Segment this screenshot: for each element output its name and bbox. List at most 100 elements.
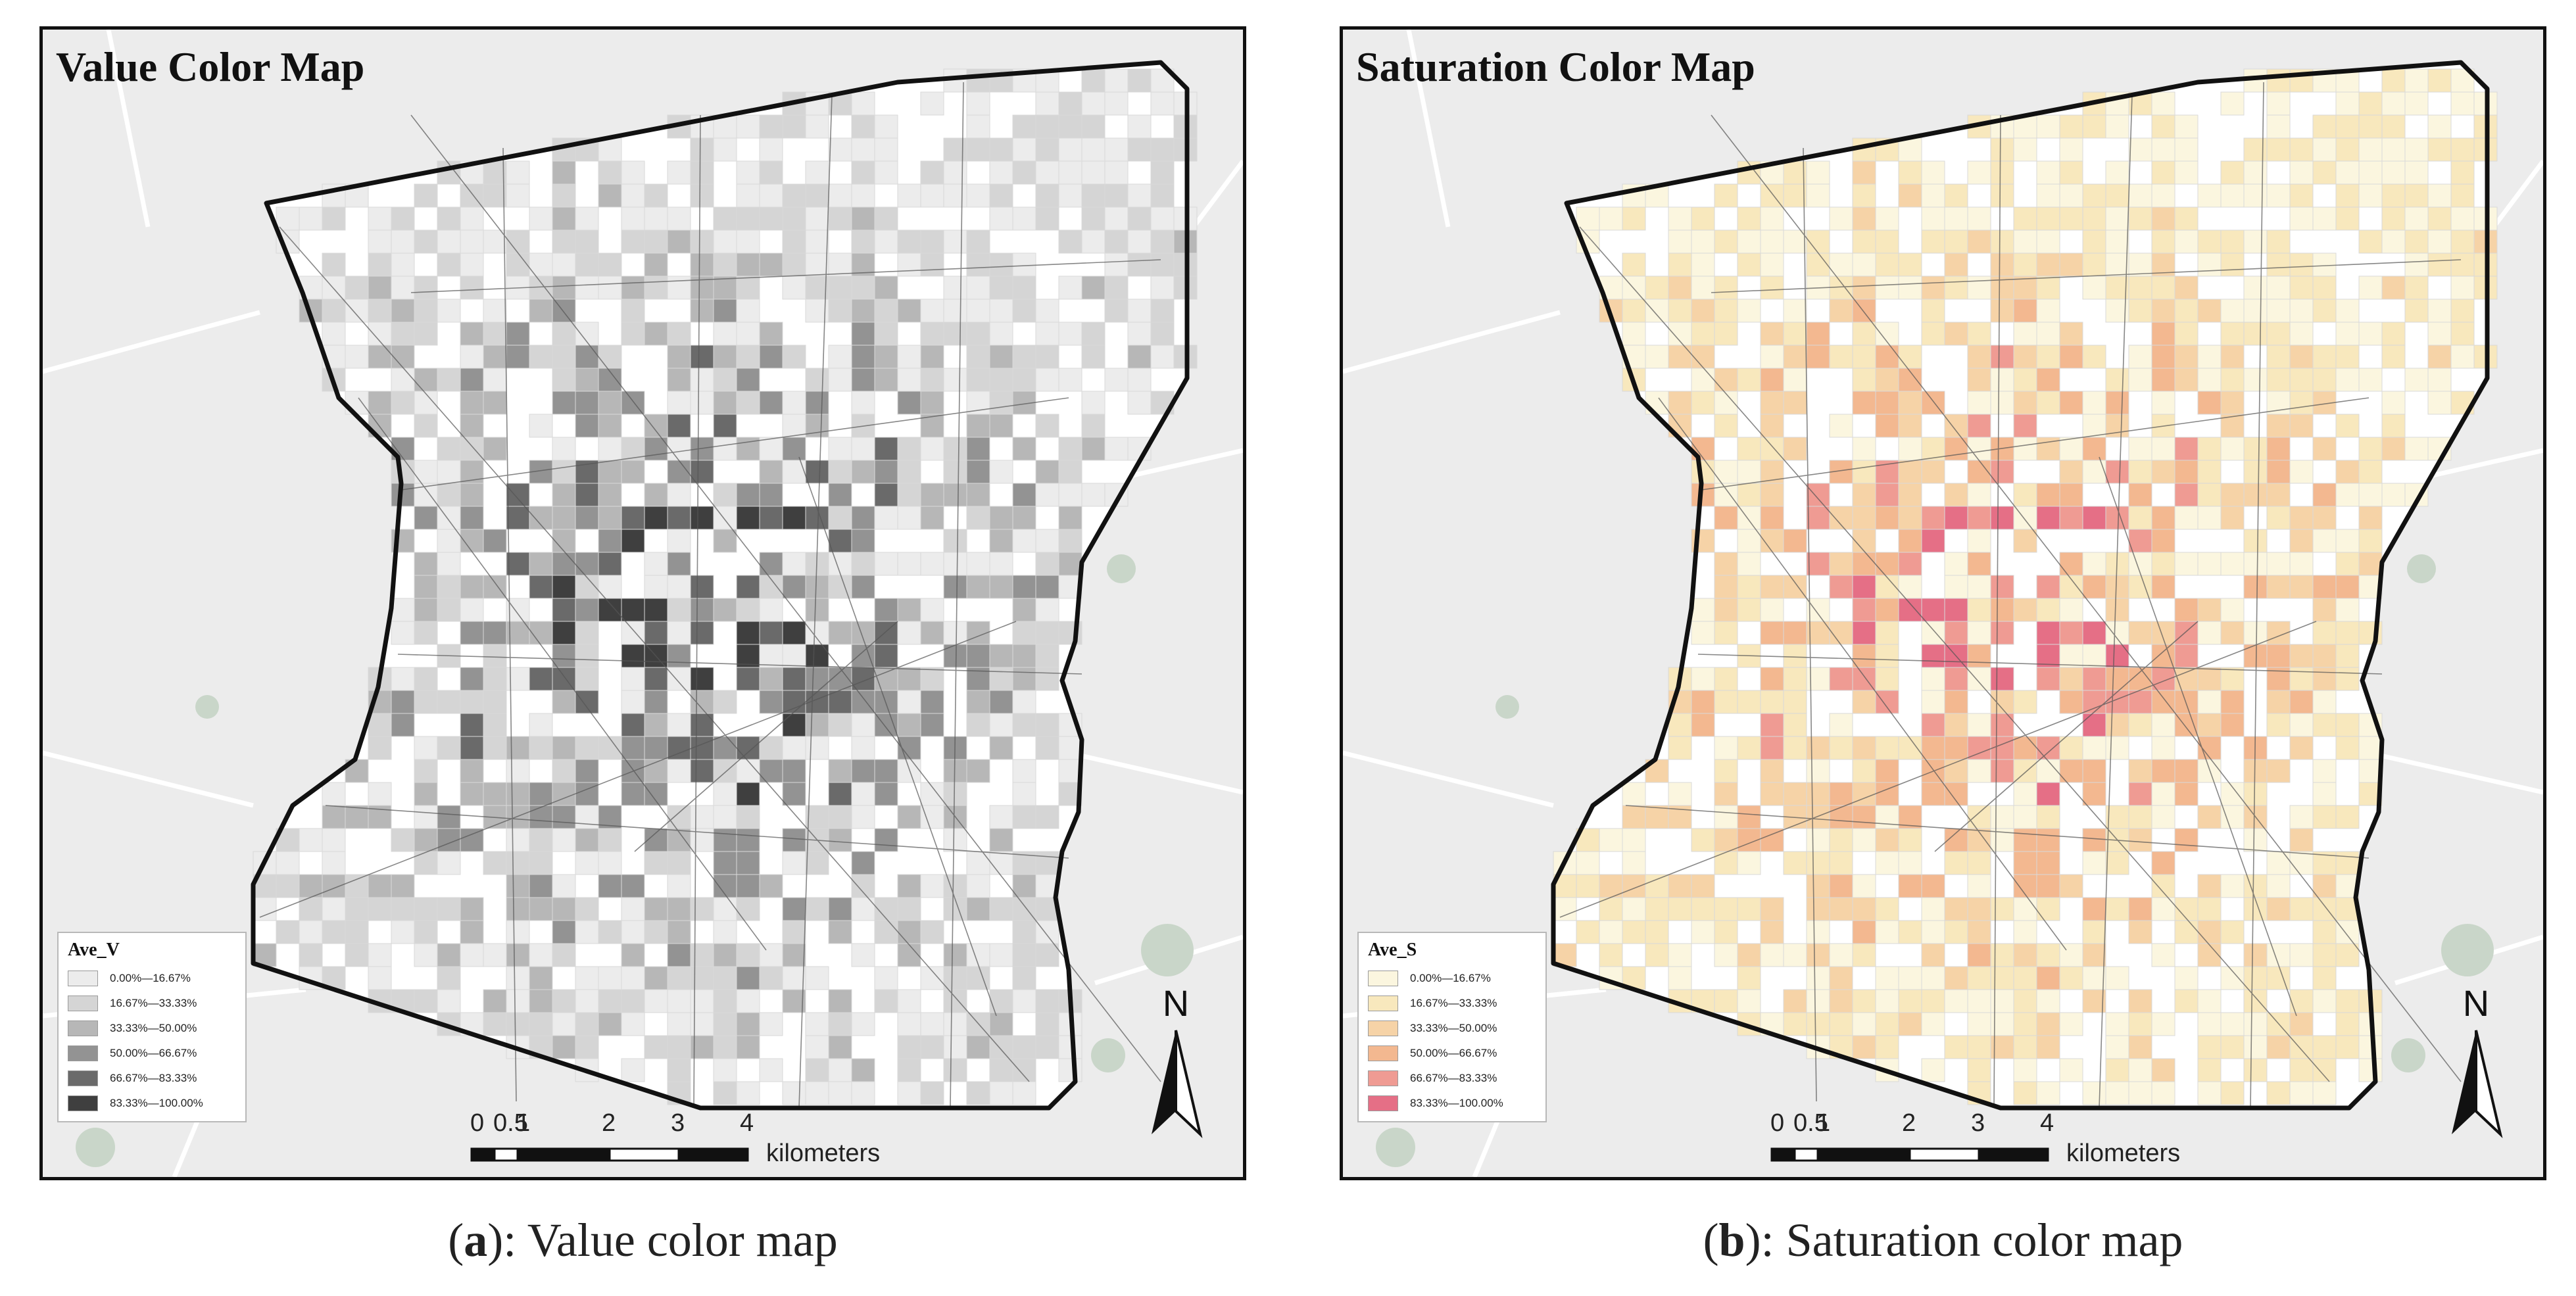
grid-cell [736, 368, 760, 392]
grid-cell [1852, 529, 1876, 553]
grid-cell [2036, 506, 2060, 530]
grid-cell [2151, 874, 2175, 898]
grid-cell [1737, 252, 1761, 277]
grid-cell [989, 322, 1013, 346]
grid-cell [667, 989, 691, 1013]
grid-cell [1852, 736, 1876, 760]
grid-cell [2151, 322, 2175, 346]
grid-cell [1944, 667, 1968, 691]
grid-cell [529, 713, 553, 737]
grid-cell [529, 851, 553, 875]
grid-cell [1852, 759, 1876, 783]
grid-cell [1967, 874, 1991, 898]
grid-cell [1714, 621, 1738, 645]
grid-cell [1645, 805, 1669, 829]
grid-cell [828, 897, 852, 921]
grid-cell [529, 782, 553, 806]
grid-cell [644, 759, 668, 783]
grid-cell [759, 252, 783, 277]
grid-cell [552, 805, 576, 829]
grid-cell [437, 690, 461, 714]
grid-cell [805, 966, 829, 990]
grid-cell [2335, 736, 2360, 760]
grid-cell [2220, 322, 2245, 346]
grid-cell [2174, 229, 2199, 254]
grid-cell [851, 345, 875, 369]
grid-cell [1035, 206, 1059, 231]
grid-cell [437, 206, 461, 231]
grid-cell [1691, 368, 1715, 392]
scale-tick-label: 0.5 [493, 1109, 528, 1137]
grid-cell [2404, 68, 2429, 93]
grid-cell [2335, 91, 2360, 116]
grid-cell [966, 183, 990, 208]
map-title: Saturation Color Map [1356, 43, 1755, 90]
grid-cell [2358, 322, 2383, 346]
grid-cell [759, 759, 783, 783]
grid-cell [1012, 160, 1036, 185]
grid-cell [713, 345, 737, 369]
grid-cell [2013, 736, 2037, 760]
grid-cell [828, 759, 852, 783]
grid-cell [460, 414, 484, 438]
grid-cell [989, 160, 1013, 185]
grid-cell [1737, 437, 1761, 461]
grid-cell [2013, 943, 2037, 967]
grid-cell [1081, 137, 1106, 162]
grid-cell [1058, 506, 1082, 530]
grid-cell [989, 1012, 1013, 1036]
grid-cell [805, 575, 829, 599]
grid-cell [1012, 206, 1036, 231]
grid-cell [644, 598, 668, 622]
grid-cell [1012, 713, 1036, 737]
grid-cell [1645, 276, 1669, 300]
grid-cell [2013, 920, 2037, 944]
grid-cell [897, 805, 921, 829]
grid-cell [851, 506, 875, 530]
grid-cell [759, 460, 783, 484]
grid-cell [1760, 322, 1784, 346]
grid-cell [2335, 575, 2360, 599]
scale-bar-graphic [1770, 1147, 2049, 1162]
grid-cell [2013, 437, 2037, 461]
grid-cell [483, 989, 507, 1013]
grid-cell [552, 252, 576, 277]
grid-cell [2082, 252, 2106, 277]
grid-cell [1127, 322, 1152, 346]
grid-cell [1622, 874, 1646, 898]
scale-bar: 0 0.5 1 2 3 4 kilometers [1764, 1109, 2224, 1175]
grid-cell [1127, 299, 1152, 323]
grid-cell [667, 160, 691, 185]
grid-cell [2128, 920, 2152, 944]
grid-cell [1967, 483, 1991, 507]
grid-cell [897, 460, 921, 484]
grid-cell [1622, 252, 1646, 277]
grid-cell [598, 137, 622, 162]
grid-cell [2266, 644, 2291, 668]
grid-cell [2105, 713, 2129, 737]
grid-cell [483, 690, 507, 714]
grid-cell [2358, 506, 2383, 530]
grid-cell [782, 114, 806, 139]
grid-cell [1622, 206, 1646, 231]
grid-cell [1012, 943, 1036, 967]
grid-cell [598, 460, 622, 484]
grid-cell [2128, 1035, 2152, 1059]
grid-cell [943, 1058, 967, 1082]
grid-cell [897, 759, 921, 783]
grid-cell [736, 160, 760, 185]
grid-cell [2013, 391, 2037, 415]
grid-cell [460, 391, 484, 415]
grid-cell [529, 552, 553, 576]
grid-cell [1668, 229, 1692, 254]
grid-cell [2082, 552, 2106, 576]
grid-cell [1898, 736, 1922, 760]
grid-cell [1852, 575, 1876, 599]
grid-cell [575, 966, 599, 990]
grid-cell [1760, 437, 1784, 461]
grid-cell [414, 552, 438, 576]
grid-cell [2174, 460, 2199, 484]
grid-cell [552, 183, 576, 208]
grid-cell [2013, 1081, 2037, 1105]
grid-cell [874, 920, 898, 944]
